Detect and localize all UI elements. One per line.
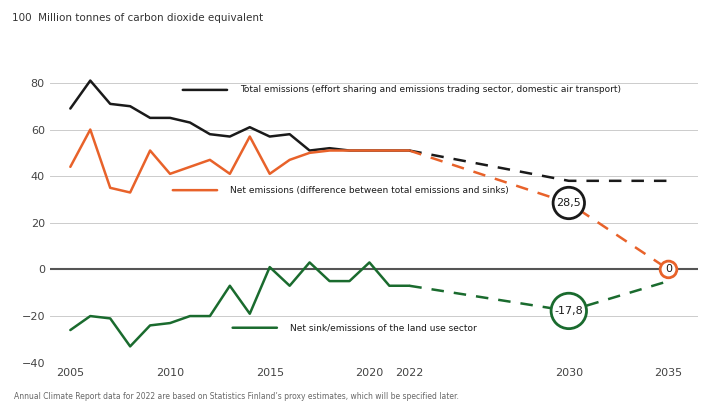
Text: Total emissions (effort sharing and emissions trading sector, domestic air trans: Total emissions (effort sharing and emis… xyxy=(240,85,621,94)
Text: Annual Climate Report data for 2022 are based on Statistics Finland’s proxy esti: Annual Climate Report data for 2022 are … xyxy=(14,392,459,401)
Text: Net emissions (difference between total emissions and sinks): Net emissions (difference between total … xyxy=(230,186,508,195)
Text: Net sink/emissions of the land use sector: Net sink/emissions of the land use secto… xyxy=(289,323,477,332)
Text: -17,8: -17,8 xyxy=(554,306,583,316)
Text: 28,5: 28,5 xyxy=(557,198,581,208)
Text: 0: 0 xyxy=(665,264,672,274)
Text: 100  Million tonnes of carbon dioxide equivalent: 100 Million tonnes of carbon dioxide equ… xyxy=(12,13,263,23)
